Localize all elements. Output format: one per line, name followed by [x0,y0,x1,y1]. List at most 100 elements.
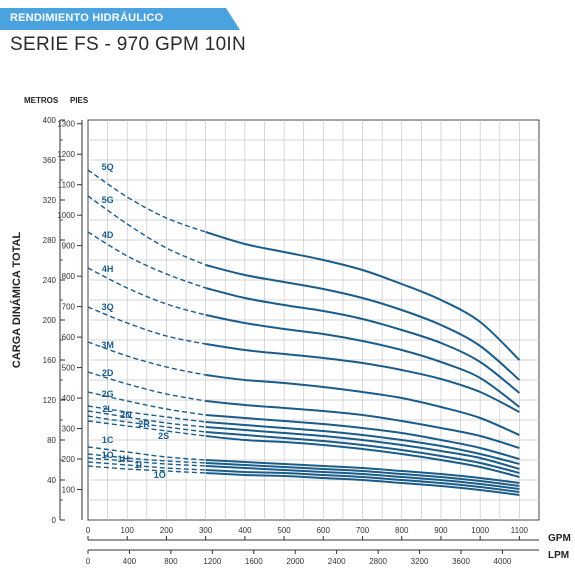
lpm-tick-label: 4000 [494,557,512,566]
pump-curves [87,169,521,496]
pies-tick-label: 700 [62,303,76,312]
gpm-tick-label: 700 [356,526,370,535]
gpm-tick-label: 400 [238,526,252,535]
lpm-tick-label: 2400 [328,557,346,566]
curve-2s-solid [205,435,520,478]
curve-2d-dashed [87,371,206,402]
curve-label-2s: 2S [158,431,169,441]
y-axis-title: CARGA DINÁMICA TOTAL [10,232,23,369]
curve-4h-dashed [87,267,206,316]
curve-5g-solid [205,264,521,381]
curve-label-2l: 2L [102,404,113,414]
metros-tick-label: 400 [43,116,57,125]
curve-1o-solid [205,472,520,496]
metros-tick-label: 360 [43,156,57,165]
lpm-tick-label: 800 [164,557,178,566]
axes: 0 40 80 120 160 200 240 280 320 360 400 METROS 100 20… [10,96,571,566]
pies-tick-label: 1300 [57,120,75,129]
banner-label: RENDIMIENTO HIDRÁULICO [10,12,164,24]
pies-tick-label: 1100 [58,181,76,190]
curve-2n-solid [205,426,520,470]
curve-5q-solid [205,231,521,361]
curve-label-5g: 5G [102,195,114,205]
gpm-tick-label: 200 [160,526,174,535]
pies-unit-label: PIES [70,96,89,105]
section-banner [0,8,240,30]
lpm-tick-label: 1200 [203,557,221,566]
gpm-tick-label: 100 [121,526,135,535]
lpm-tick-label: 400 [123,557,137,566]
pies-tick-label: 500 [62,364,76,373]
gpm-tick-label: 500 [277,526,291,535]
curve-label-2d: 2D [102,368,114,378]
curve-1o-dashed [87,465,206,474]
curve-3m-dashed [87,341,206,376]
curve-label-1o: 1O [154,470,166,480]
lpm-tick-label: 0 [86,557,91,566]
curve-3q-solid [205,343,520,413]
curve-label-1c: 1C [102,435,114,445]
metros-tick-label: 160 [43,356,57,365]
curve-label-4d: 4D [102,230,114,240]
curve-label-1o: 1O [102,450,114,460]
curve-1o-dashed [87,453,206,464]
curve-label-4h: 4H [102,264,114,274]
curve-2s-dashed [87,420,206,437]
gpm-unit-label: GPM [548,533,571,544]
gpm-tick-label: 900 [434,526,448,535]
pies-tick-label: 1200 [57,150,75,159]
curve-label-2g: 2G [102,389,114,399]
gpm-tick-label: 1000 [471,526,489,535]
pies-tick-label: 900 [62,242,76,251]
lpm-unit-label: LPM [548,550,569,561]
banner-shape [0,8,240,30]
pies-tick-label: 1000 [57,211,75,220]
lpm-tick-label: 2800 [369,557,387,566]
pies-tick-label: 800 [62,272,76,281]
chart-title: SERIE FS - 970 GPM 10IN [10,34,247,55]
pies-tick-label: 200 [62,455,76,464]
gpm-tick-label: 300 [199,526,213,535]
curve-4d-solid [205,287,521,394]
pies-tick-label: 300 [62,425,76,434]
curve-1i-solid [205,469,520,493]
metros-unit-label: METROS [24,96,59,105]
curve-1o-solid [205,462,520,487]
pies-tick-label: 600 [62,333,76,342]
curve-2l-solid [205,421,520,465]
curve-1h-solid [205,465,520,490]
metros-tick-label: 200 [43,316,57,325]
curve-2r-dashed [87,415,206,433]
gpm-tick-label: 800 [395,526,409,535]
metros-tick-label: 0 [52,516,57,525]
lpm-tick-label: 1600 [245,557,263,566]
curve-label-5q: 5Q [102,162,114,172]
curve-4d-dashed [87,231,206,289]
gpm-tick-label: 1100 [511,526,529,535]
curve-1c-solid [205,459,520,484]
curve-1i-dashed [87,461,206,471]
lpm-tick-label: 3600 [452,557,470,566]
metros-tick-label: 40 [47,476,56,485]
pies-tick-label: 400 [62,394,76,403]
curve-1h-dashed [87,457,206,467]
curve-label-2n: 2N [120,410,132,420]
metros-tick-label: 120 [43,396,57,405]
curve-2g-dashed [87,391,206,416]
curve-label-3m: 3M [101,340,114,350]
curve-labels: 5Q 5G 4D 4H 3Q 3M 2D 2G 2L 2N 2R 2S 1C 1O 1H 1I 1O [101,162,169,480]
metros-tick-label: 280 [43,236,57,245]
metros-tick-label: 80 [47,436,56,445]
curve-label-1h: 1H [118,454,130,464]
curve-2n-dashed [87,410,206,428]
metros-tick-label: 320 [43,196,57,205]
curve-5q-dashed [87,169,206,233]
gpm-tick-label: 0 [86,526,91,535]
curve-3m-solid [205,374,520,436]
curve-2d-solid [205,400,520,449]
curve-4h-solid [205,314,520,408]
curve-label-1i: 1I [134,460,142,470]
curve-1c-dashed [87,446,206,461]
metros-tick-label: 240 [43,276,57,285]
